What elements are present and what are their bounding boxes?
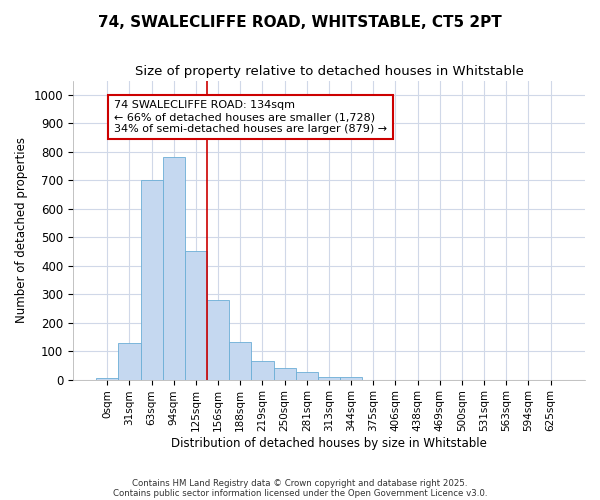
Bar bbox=[318, 376, 340, 380]
Text: 74 SWALECLIFFE ROAD: 134sqm
← 66% of detached houses are smaller (1,728)
34% of : 74 SWALECLIFFE ROAD: 134sqm ← 66% of det… bbox=[114, 100, 387, 134]
Bar bbox=[296, 372, 318, 380]
Text: 74, SWALECLIFFE ROAD, WHITSTABLE, CT5 2PT: 74, SWALECLIFFE ROAD, WHITSTABLE, CT5 2P… bbox=[98, 15, 502, 30]
Text: Contains HM Land Registry data © Crown copyright and database right 2025.: Contains HM Land Registry data © Crown c… bbox=[132, 478, 468, 488]
Bar bbox=[140, 180, 163, 380]
Y-axis label: Number of detached properties: Number of detached properties bbox=[15, 137, 28, 323]
Bar bbox=[229, 342, 251, 380]
Text: Contains public sector information licensed under the Open Government Licence v3: Contains public sector information licen… bbox=[113, 488, 487, 498]
Bar bbox=[207, 300, 229, 380]
Bar bbox=[118, 343, 140, 380]
Bar bbox=[163, 158, 185, 380]
Bar bbox=[274, 368, 296, 380]
X-axis label: Distribution of detached houses by size in Whitstable: Distribution of detached houses by size … bbox=[171, 437, 487, 450]
Bar bbox=[96, 378, 118, 380]
Title: Size of property relative to detached houses in Whitstable: Size of property relative to detached ho… bbox=[134, 65, 523, 78]
Bar bbox=[251, 361, 274, 380]
Bar bbox=[185, 252, 207, 380]
Bar bbox=[340, 376, 362, 380]
